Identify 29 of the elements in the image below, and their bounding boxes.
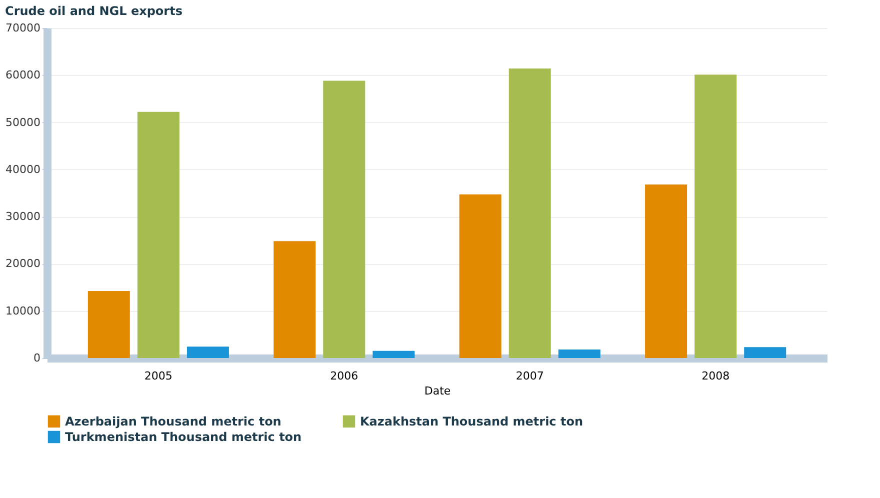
- y-tick-label: 0: [34, 352, 40, 364]
- legend-label: Kazakhstan Thousand metric ton: [360, 414, 583, 428]
- bar: [186, 346, 229, 358]
- y-tick-label: 40000: [6, 162, 40, 176]
- bar: [694, 74, 737, 358]
- bar: [459, 194, 502, 358]
- x-tick-label: 2008: [702, 370, 730, 382]
- bar: [372, 350, 415, 358]
- bar: [274, 241, 316, 358]
- y-tick-label: 50000: [6, 116, 40, 129]
- bar: [508, 68, 551, 358]
- legend-label: Azerbaijan Thousand metric ton: [65, 414, 282, 428]
- y-tick-label: 60000: [6, 68, 40, 82]
- bar: [323, 80, 366, 358]
- y-tick-label: 30000: [6, 210, 40, 224]
- x-tick-label: 2007: [516, 370, 544, 382]
- y-tick-label: 70000: [6, 22, 40, 34]
- legend-label: Turkmenistan Thousand metric ton: [65, 430, 302, 444]
- x-tick-label: 2005: [144, 370, 172, 382]
- bar: [137, 112, 180, 358]
- bar: [744, 347, 786, 358]
- bar: [645, 184, 688, 358]
- y-tick-label: 20000: [6, 257, 40, 270]
- bar: [558, 350, 600, 358]
- x-tick-label: 2006: [330, 370, 358, 382]
- chart-title: Crude oil and NGL exports: [5, 4, 182, 18]
- x-axis-title: Date: [424, 384, 451, 398]
- y-tick-label: 10000: [6, 304, 40, 318]
- bar: [88, 291, 130, 358]
